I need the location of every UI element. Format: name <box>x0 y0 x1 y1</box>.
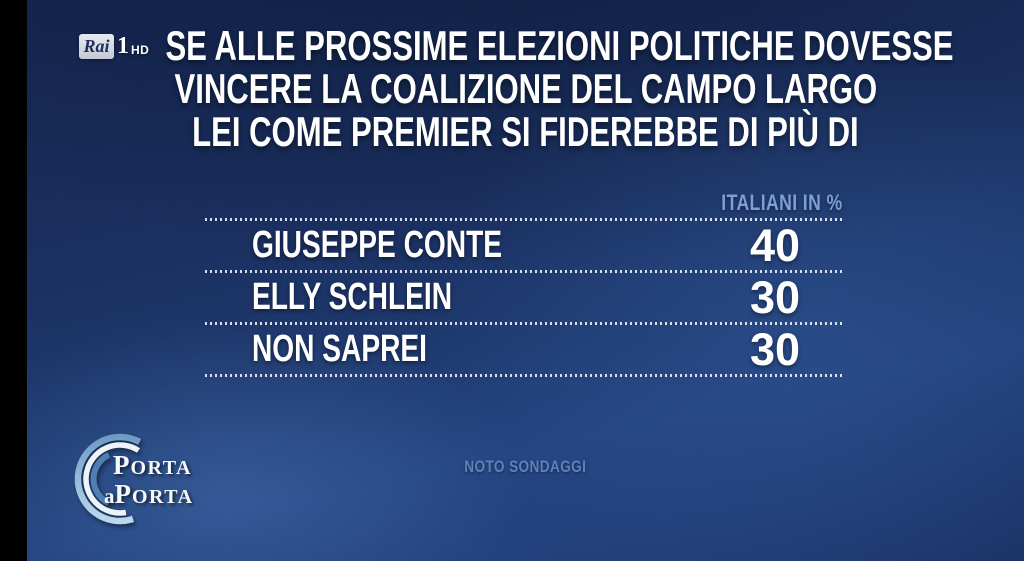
poll-results-table: ITALIANI IN % GIUSEPPE CONTE 40 ELLY SCH… <box>205 188 843 377</box>
table-header: ITALIANI IN % <box>205 188 843 218</box>
rai-1-hd-logo: Rai 1 HD <box>79 34 149 59</box>
porta-a-porta-arcs-icon <box>74 433 142 525</box>
rai-logo-text: Rai <box>83 36 110 56</box>
candidate-name: ELLY SCHLEIN <box>252 276 453 318</box>
logo-line-1: PORTA <box>113 450 193 480</box>
candidate-name: NON SAPREI <box>252 328 427 370</box>
unit-label: ITALIANI IN % <box>721 190 843 215</box>
poll-question-title: SE ALLE PROSSIME ELEZIONI POLITICHE DOVE… <box>27 24 1024 153</box>
poll-value: 40 <box>749 219 800 271</box>
poll-source: NOTO SONDAGGI <box>27 457 1024 477</box>
porta-a-porta-logo: PORTA aPORTA <box>64 422 254 537</box>
title-line-3: LEI COME PREMIER SI FIDEREBBE DI PIÙ DI <box>192 108 859 155</box>
letterbox-bar <box>0 0 27 561</box>
dotted-divider <box>205 270 843 273</box>
dotted-divider <box>205 322 843 325</box>
porta-a-porta-wordmark: PORTA aPORTA <box>104 450 194 511</box>
rai-logo-icon: Rai <box>79 34 114 59</box>
dotted-divider <box>205 218 843 221</box>
table-row: ELLY SCHLEIN 30 <box>205 271 843 323</box>
candidate-name: GIUSEPPE CONTE <box>252 224 503 266</box>
poll-value: 30 <box>749 323 800 375</box>
logo-line-2: aPORTA <box>104 479 194 509</box>
hd-badge: HD <box>131 43 150 57</box>
title-line-2: VINCERE LA COALIZIONE DEL CAMPO LARGO <box>174 65 877 112</box>
broadcast-graphic: Rai 1 HD SE ALLE PROSSIME ELEZIONI POLIT… <box>27 0 1024 561</box>
poll-value: 30 <box>749 271 800 323</box>
dotted-divider <box>205 374 843 377</box>
poll-source-label: NOTO SONDAGGI <box>464 457 587 476</box>
table-row: GIUSEPPE CONTE 40 <box>205 219 843 271</box>
title-line-1: SE ALLE PROSSIME ELEZIONI POLITICHE DOVE… <box>165 22 954 69</box>
channel-number: 1 <box>117 33 129 59</box>
table-row: NON SAPREI 30 <box>205 323 843 375</box>
